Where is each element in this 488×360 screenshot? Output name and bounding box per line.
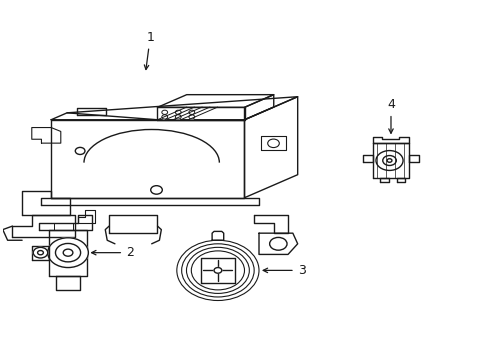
Polygon shape: [32, 127, 61, 143]
Polygon shape: [22, 191, 70, 215]
Circle shape: [175, 115, 181, 119]
Text: 3: 3: [263, 264, 305, 277]
Circle shape: [177, 240, 259, 301]
Text: 1: 1: [144, 31, 154, 69]
Polygon shape: [259, 233, 297, 255]
Polygon shape: [77, 108, 105, 114]
Polygon shape: [51, 97, 297, 120]
Circle shape: [267, 139, 279, 148]
Polygon shape: [201, 258, 234, 283]
Text: 2: 2: [91, 246, 134, 259]
Polygon shape: [372, 138, 408, 143]
Circle shape: [269, 238, 286, 250]
Circle shape: [33, 247, 48, 258]
Polygon shape: [56, 276, 80, 290]
Polygon shape: [51, 120, 244, 198]
Polygon shape: [109, 215, 157, 233]
Circle shape: [55, 243, 81, 262]
Polygon shape: [32, 246, 49, 260]
Polygon shape: [157, 107, 244, 120]
Polygon shape: [372, 143, 408, 178]
Circle shape: [162, 110, 167, 114]
Circle shape: [188, 115, 194, 119]
Polygon shape: [362, 155, 372, 162]
Polygon shape: [396, 178, 405, 182]
Circle shape: [162, 115, 167, 119]
Circle shape: [191, 251, 244, 290]
Polygon shape: [12, 215, 75, 237]
Polygon shape: [379, 178, 388, 182]
Polygon shape: [41, 198, 259, 205]
Polygon shape: [261, 136, 285, 150]
Circle shape: [214, 267, 222, 273]
Polygon shape: [244, 95, 273, 120]
Circle shape: [186, 247, 249, 293]
Polygon shape: [244, 97, 297, 198]
Polygon shape: [49, 230, 87, 276]
Circle shape: [188, 110, 194, 114]
Circle shape: [38, 251, 43, 255]
Circle shape: [181, 244, 254, 297]
Polygon shape: [254, 215, 287, 233]
Circle shape: [48, 238, 88, 267]
Polygon shape: [53, 222, 73, 230]
Polygon shape: [78, 210, 95, 222]
Circle shape: [375, 150, 402, 170]
Circle shape: [386, 159, 391, 162]
Polygon shape: [157, 95, 273, 107]
Polygon shape: [408, 155, 418, 162]
Circle shape: [63, 249, 73, 256]
Circle shape: [175, 110, 181, 114]
Polygon shape: [212, 231, 223, 240]
Polygon shape: [39, 215, 92, 230]
Text: 4: 4: [386, 98, 394, 133]
Circle shape: [382, 156, 395, 166]
